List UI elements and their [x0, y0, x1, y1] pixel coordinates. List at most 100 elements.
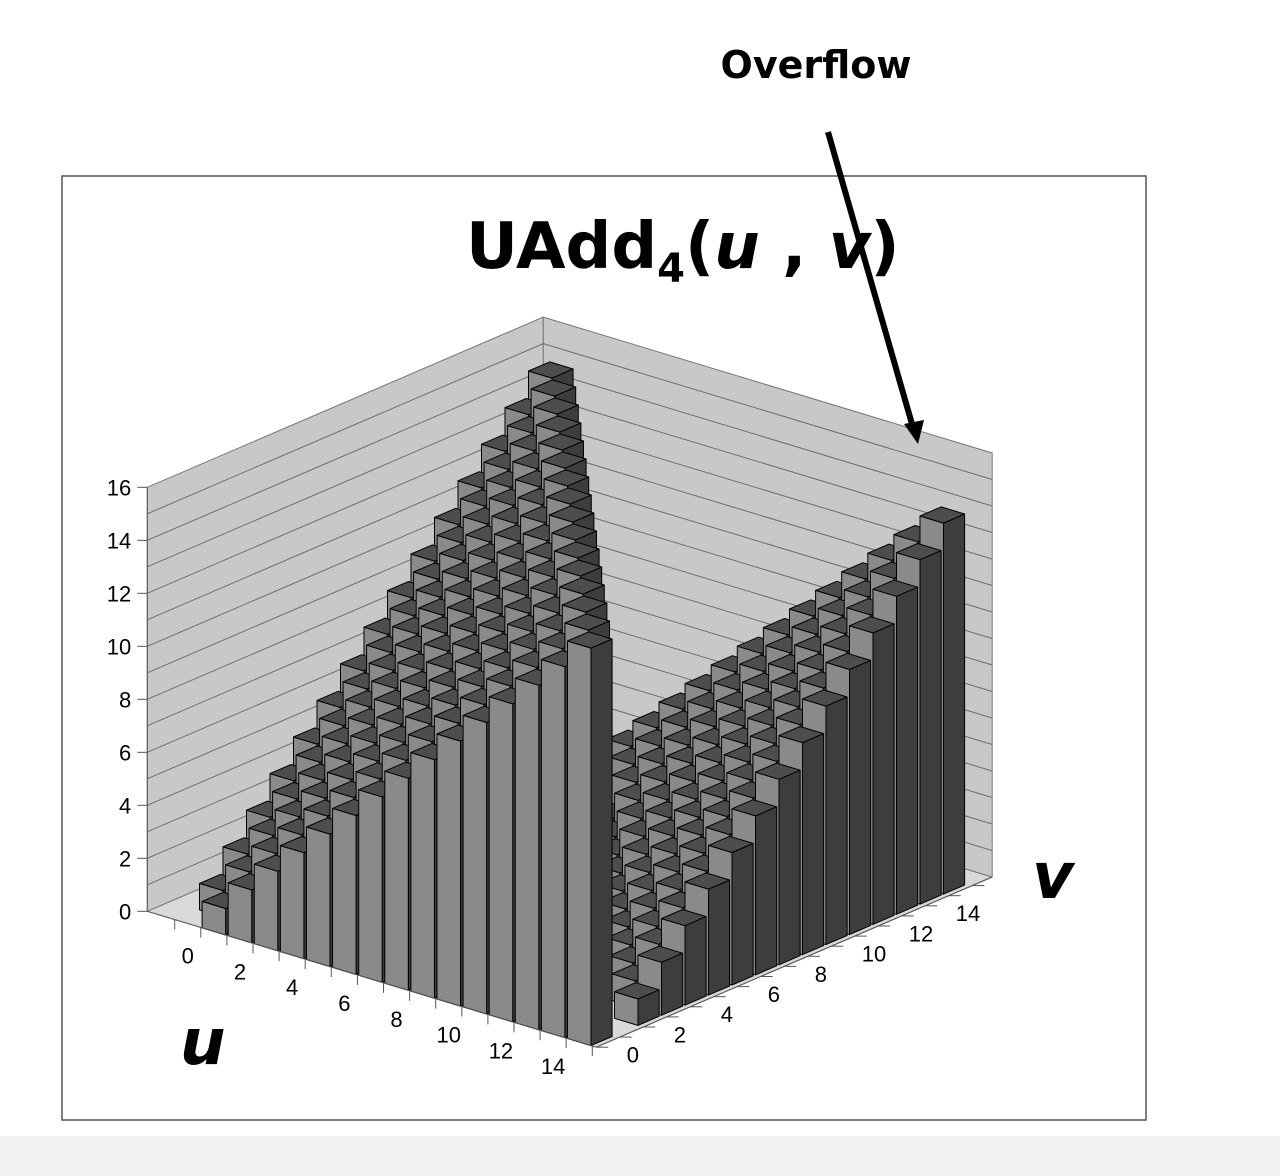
v-axis-label: v	[1032, 840, 1076, 914]
z-tick-label: 10	[107, 634, 131, 659]
bar-top-face	[548, 505, 595, 523]
u-tick-label: 14	[541, 1054, 565, 1079]
bar-u15-v0	[567, 631, 613, 1047]
bar-top-face	[561, 595, 608, 613]
overflow-arrow-shaft	[825, 131, 915, 425]
u-axis-label: u	[180, 1006, 226, 1080]
overflow-arrow-head	[904, 420, 924, 444]
bar-top-face	[556, 559, 603, 577]
u-tick-label: 8	[390, 1007, 402, 1032]
v-tick-label: 8	[815, 962, 827, 987]
bar-top-face	[919, 506, 966, 524]
gridline	[147, 396, 544, 568]
bar-top-face	[567, 631, 613, 649]
bar-top-face	[564, 613, 610, 631]
gridline	[147, 422, 544, 594]
bar-side-face	[661, 952, 684, 1016]
title-main: UAdd	[466, 210, 657, 284]
gridline	[147, 343, 544, 515]
bar-front-face	[358, 789, 383, 983]
overflow-annotation: Overflow	[721, 43, 912, 87]
v-tick-label: 4	[721, 1002, 733, 1027]
bar-top-face	[755, 762, 801, 780]
v-tick-label: 6	[768, 982, 780, 1007]
bar-top-face	[559, 577, 605, 595]
v-tick-label: 12	[909, 921, 933, 946]
bar-top-face	[614, 982, 660, 1000]
bar-side-face	[802, 733, 825, 956]
gridline	[543, 369, 993, 507]
z-tick-label: 0	[119, 899, 131, 924]
gridline	[543, 343, 993, 480]
title-close-paren: )	[870, 210, 899, 284]
bar-top-face	[802, 689, 848, 707]
bar-side-face	[708, 879, 731, 996]
z-tick-label: 16	[107, 475, 131, 500]
bar-front-face	[306, 826, 331, 968]
bar-top-face	[541, 451, 587, 469]
bar-top-face	[551, 523, 597, 541]
chart-ticks: 0 2 4 6 8 10 12 14 16 0 2 4 6 8 10 12 14 0 2 4 6 8 10 12 14	[107, 475, 993, 1079]
title-separator: ,	[760, 210, 829, 284]
title-arg-v: v	[829, 210, 873, 284]
bar-side-face	[919, 550, 942, 905]
gridline	[147, 369, 544, 541]
bar-side-face	[896, 586, 919, 915]
title-open-paren: (	[685, 210, 714, 284]
bar-front-face	[227, 882, 253, 944]
bar-front-face	[410, 752, 435, 999]
bar-top-face	[708, 835, 754, 853]
u-tick-label: 4	[286, 975, 298, 1000]
bar-side-face	[755, 806, 778, 976]
bar-front-face	[514, 677, 540, 1031]
z-tick-label: 4	[119, 793, 131, 818]
chart-bars	[199, 361, 966, 1047]
bar-front-face	[488, 696, 514, 1023]
bar-front-face	[540, 659, 566, 1039]
z-tick-label: 6	[119, 740, 131, 765]
bar-top-face	[731, 799, 778, 817]
bar-top-face	[543, 469, 590, 487]
bar-top-face	[533, 397, 579, 415]
bar-front-face	[462, 714, 488, 1015]
bar-front-face	[253, 863, 279, 952]
page-bottom-strip	[0, 1136, 1280, 1176]
bar-side-face	[872, 623, 895, 925]
bar-front-face	[567, 640, 592, 1047]
bar-top-face	[535, 415, 582, 433]
bar-top-face	[637, 945, 684, 963]
z-tick-label: 12	[107, 581, 131, 606]
bar-top-face	[538, 433, 584, 451]
bar-front-face	[279, 845, 305, 960]
bar-side-face	[849, 659, 872, 935]
v-tick-label: 10	[862, 942, 886, 967]
title-arg-u: u	[714, 210, 760, 284]
u-axis-line	[147, 910, 597, 1048]
bar-front-face	[332, 807, 357, 975]
bar-top-face	[778, 726, 825, 744]
bar-side-face	[590, 638, 613, 1047]
bar-side-face	[778, 769, 801, 966]
z-tick-label: 8	[119, 687, 131, 712]
z-tick-label: 2	[119, 846, 131, 871]
bar-top-face	[528, 361, 574, 379]
bar-top-face	[546, 487, 592, 505]
v-tick-label: 14	[956, 901, 980, 926]
bar-top-face	[872, 579, 919, 597]
bar-top-face	[684, 872, 731, 890]
u-tick-label: 10	[437, 1023, 461, 1048]
bar-u15-v2	[614, 982, 660, 1026]
chart-canvas: 0 2 4 6 8 10 12 14 16 0 2 4 6 8 10 12 14 0 2 4 6 8 10 12 14 Over…	[61, 43, 1147, 1121]
u-tick-label: 12	[489, 1038, 513, 1063]
bar-top-face	[825, 652, 872, 670]
bar-top-face	[849, 616, 895, 634]
bar-side-face	[731, 842, 754, 986]
v-tick-label: 2	[674, 1022, 686, 1047]
v-tick-label: 0	[627, 1043, 639, 1068]
gridline	[543, 396, 993, 533]
u-tick-label: 6	[338, 991, 350, 1016]
bar-side-face	[825, 696, 848, 946]
bar-front-face	[384, 770, 409, 991]
bar-top-face	[554, 541, 600, 559]
title-subscript: 4	[657, 246, 685, 292]
